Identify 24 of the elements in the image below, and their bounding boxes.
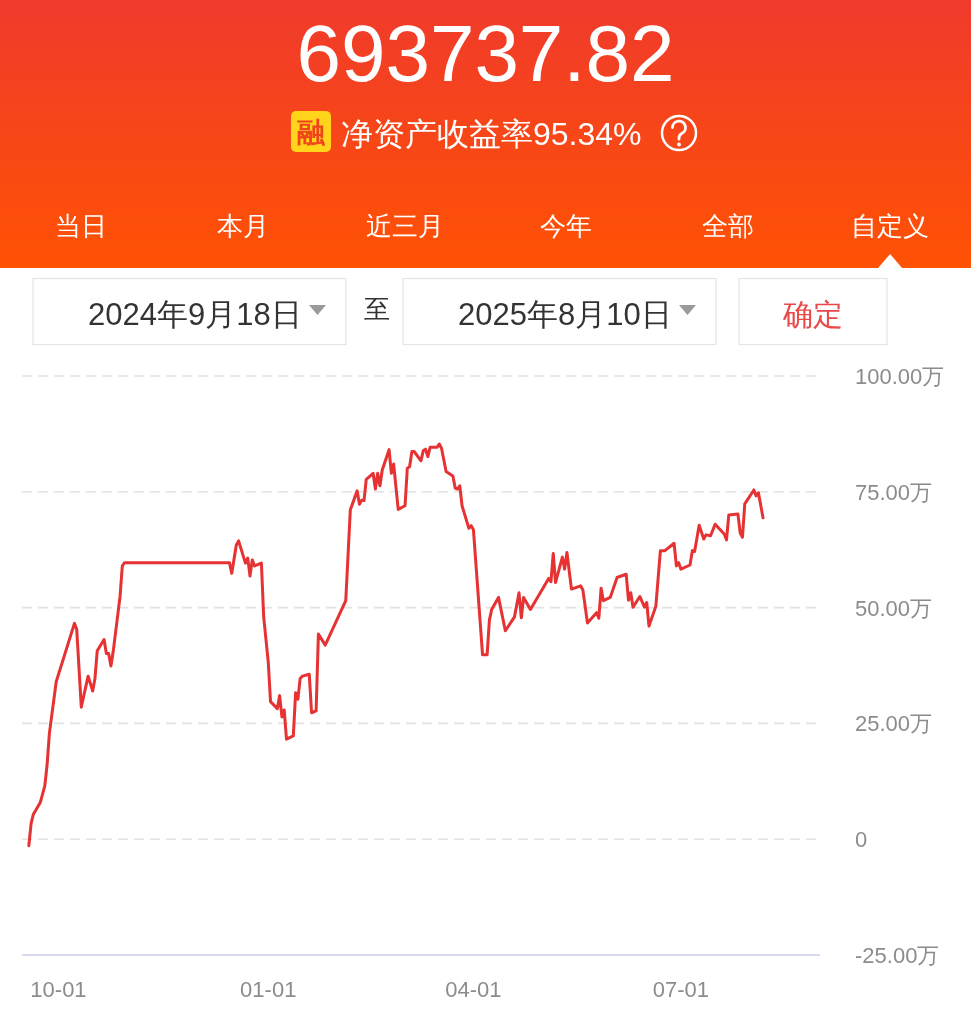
x-tick-label: 07-01 [652, 977, 710, 1002]
x-tick-label: 04-01 [445, 977, 502, 1002]
y-tick-label: 0 [855, 827, 868, 853]
text: 确定 [782, 298, 843, 331]
text: 当日 [54, 211, 107, 241]
y-tick-label: -25.00万 [855, 943, 940, 968]
y-tick-label: 25.00万 [855, 711, 933, 737]
chart-subtitle: 净资产收益率95.34% [341, 116, 642, 152]
text: 今年 [540, 211, 593, 241]
text: 2025年8月10日 [458, 297, 672, 332]
text: 本月 [216, 211, 269, 241]
chart-title: 693737.82 [296, 9, 675, 98]
text: 至 [364, 294, 390, 324]
x-tick-label: 01-01 [240, 977, 297, 1002]
line-series [27, 442, 765, 848]
text: 自定义 [851, 211, 930, 241]
text: 2024年9月18日 [88, 297, 302, 332]
y-tick-label: 50.00万 [855, 595, 933, 621]
x-tick-label: 10-01 [30, 977, 87, 1002]
y-tick-label: 75.00万 [855, 479, 933, 505]
text: 近三月 [365, 211, 444, 241]
text: 全部 [702, 211, 755, 241]
text: 融 [297, 117, 326, 148]
y-tick-label: 100.00万 [855, 364, 945, 389]
